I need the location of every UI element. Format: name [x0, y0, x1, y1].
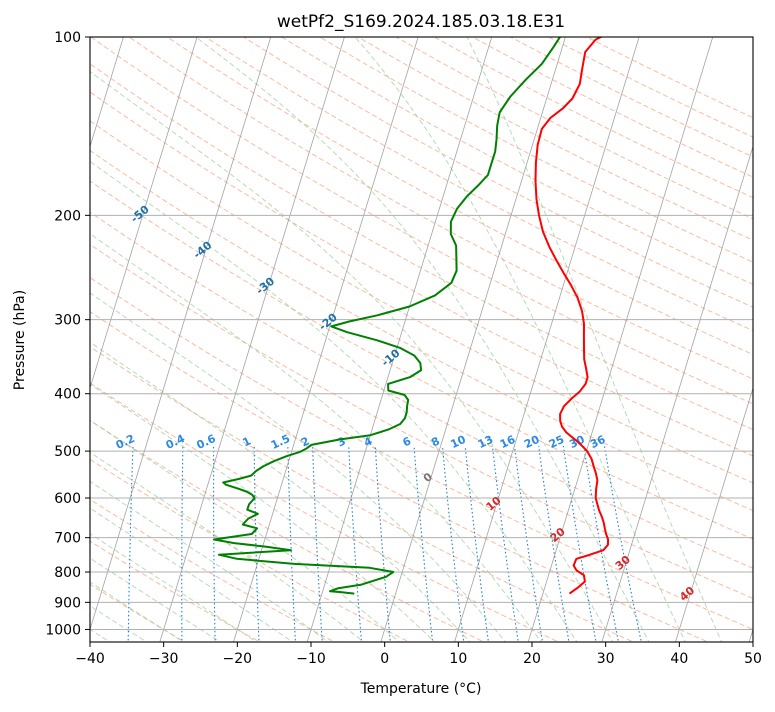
- isotherm: [527, 32, 714, 645]
- y-tick-label: 1000: [45, 622, 81, 638]
- x-tick-label: −10: [296, 651, 326, 667]
- chart-title: wetPf2_S169.2024.185.03.18.E31: [277, 12, 565, 32]
- dry-adiabat: [511, 37, 775, 644]
- dry-adiabat: [205, 37, 775, 644]
- moist-adiabat-label: 20: [548, 525, 568, 545]
- mixing-ratio-line: [214, 446, 216, 645]
- isotherm: [454, 32, 641, 645]
- mixing-ratio-line: [182, 446, 183, 645]
- dry-adiabat: [0, 37, 414, 644]
- x-tick-label: 50: [744, 651, 762, 667]
- moist-adiabat: [27, 24, 614, 645]
- mixing-ratio-line: [584, 446, 619, 645]
- moist-adiabat: [0, 24, 224, 645]
- dry-adiabat: [587, 37, 775, 644]
- dry-adiabat: [396, 37, 775, 644]
- moist-adiabat-label: 30: [613, 553, 633, 573]
- dry-adiabat-label: -60: [65, 167, 89, 190]
- isotherm: [380, 32, 567, 645]
- isotherm: [748, 32, 775, 645]
- y-tick-label: 900: [54, 595, 81, 611]
- dry-adiabat: [91, 37, 775, 644]
- isotherm: [12, 32, 199, 645]
- moist-adiabat: [0, 24, 402, 645]
- mixing-ratio-label: 10: [448, 433, 468, 451]
- dry-adiabat-label: -40: [191, 238, 215, 261]
- dry-adiabat: [0, 37, 775, 644]
- y-tick-label: 800: [54, 565, 81, 581]
- y-tick-label: 700: [54, 531, 81, 547]
- dry-adiabat-label: -70: [3, 131, 27, 154]
- y-tick-label: 100: [54, 30, 81, 46]
- x-axis-ticks: −40 −30 −20 −10 0 10 20 30 40 50: [75, 642, 762, 667]
- dry-adiabat: [434, 37, 775, 644]
- moist-adiabat: [0, 24, 437, 645]
- dry-adiabat: [0, 37, 775, 644]
- y-tick-label: 500: [54, 444, 81, 460]
- x-tick-label: −20: [223, 651, 253, 667]
- mixing-ratio-label: 0.6: [195, 432, 218, 452]
- mixing-ratio-label: 1.5: [269, 432, 292, 452]
- dry-adiabat: [0, 37, 775, 644]
- dewpoint-line: [214, 32, 563, 594]
- mixing-ratio-label: 3: [335, 434, 347, 449]
- mixing-ratio-line: [128, 446, 133, 645]
- moist-adiabat: [0, 24, 367, 645]
- moist-adiabat: [0, 24, 187, 645]
- mixing-ratio-label: 16: [498, 433, 518, 451]
- dry-adiabat: [358, 37, 775, 644]
- mixing-ratio-line: [563, 446, 596, 645]
- dry-adiabat: [0, 37, 775, 644]
- mixing-ratio-label: 8: [429, 434, 441, 449]
- dry-adiabat: [0, 37, 264, 644]
- dry-adiabat: [0, 37, 189, 644]
- mixing-ratio-line: [313, 446, 323, 645]
- plot-frame: [90, 37, 753, 642]
- mixing-ratio-label: 0.4: [164, 432, 187, 452]
- dry-adiabat: [0, 37, 775, 644]
- dry-adiabat: [244, 37, 775, 644]
- dry-adiabat: [0, 37, 564, 644]
- x-tick-label: −30: [149, 651, 179, 667]
- dry-adiabat: [53, 37, 775, 644]
- moist-adiabat-label: 0: [421, 470, 435, 485]
- y-tick-label: 200: [54, 208, 81, 224]
- x-tick-label: 40: [670, 651, 688, 667]
- mixing-ratio-line: [288, 446, 296, 645]
- mixing-ratio-label: 20: [522, 433, 542, 451]
- dry-adiabat-label: -50: [128, 203, 152, 226]
- x-tick-label: −40: [75, 651, 105, 667]
- y-axis-label: Pressure (hPa): [12, 290, 28, 390]
- moist-adiabat: [343, 24, 686, 645]
- mixing-ratio-line: [349, 446, 362, 645]
- dry-adiabat: [320, 37, 775, 644]
- y-tick-label: 300: [54, 313, 81, 329]
- background-lines: [0, 24, 775, 645]
- y-tick-label: 600: [54, 491, 81, 507]
- mixing-ratio-line: [443, 446, 465, 645]
- dry-adiabat: [0, 37, 775, 644]
- y-axis-ticks: 1000 900 800 700 600 500 400 300 200 100: [45, 30, 90, 638]
- mixing-ratio-line: [515, 446, 543, 645]
- mixing-ratio-label: 25: [547, 433, 566, 451]
- x-tick-label: 10: [449, 651, 467, 667]
- isotherm: [601, 32, 775, 645]
- x-tick-label: 20: [523, 651, 541, 667]
- x-tick-label: 0: [380, 651, 389, 667]
- dry-adiabat-label: -20: [316, 310, 340, 333]
- y-tick-label: 400: [54, 387, 81, 403]
- isotherm: [306, 32, 493, 645]
- mixing-ratio-label: 13: [476, 433, 495, 451]
- moist-adiabat-label: 40: [677, 584, 697, 604]
- x-tick-label: 30: [597, 651, 615, 667]
- mixing-ratio-line: [465, 446, 489, 645]
- dry-adiabat-label: -10: [379, 346, 403, 369]
- x-axis-label: Temperature (°C): [360, 681, 482, 697]
- mixing-ratio-line: [375, 446, 390, 645]
